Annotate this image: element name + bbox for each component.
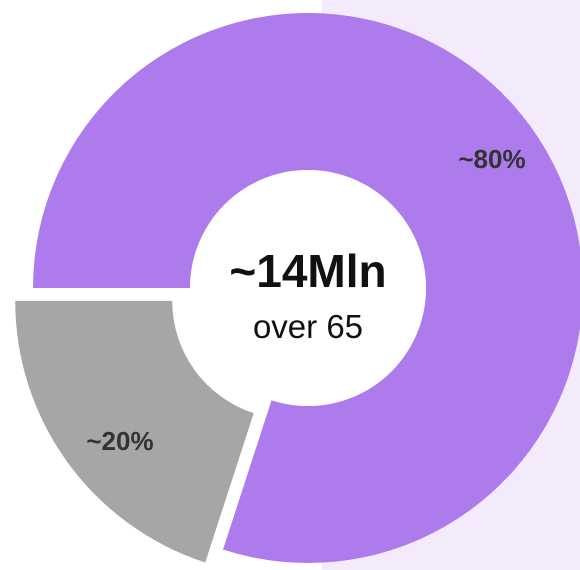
center-subtitle: over 65 bbox=[253, 308, 363, 345]
label-80-percent: ~80% bbox=[458, 144, 525, 174]
donut-hole bbox=[190, 170, 426, 406]
slice-80-percent bbox=[33, 13, 580, 563]
slices-group bbox=[15, 13, 580, 563]
center-title: ~14Mln bbox=[229, 245, 386, 297]
labels-group: ~80% ~20% bbox=[86, 144, 525, 456]
label-20-percent: ~20% bbox=[86, 426, 153, 456]
slice-20-percent bbox=[15, 300, 254, 563]
